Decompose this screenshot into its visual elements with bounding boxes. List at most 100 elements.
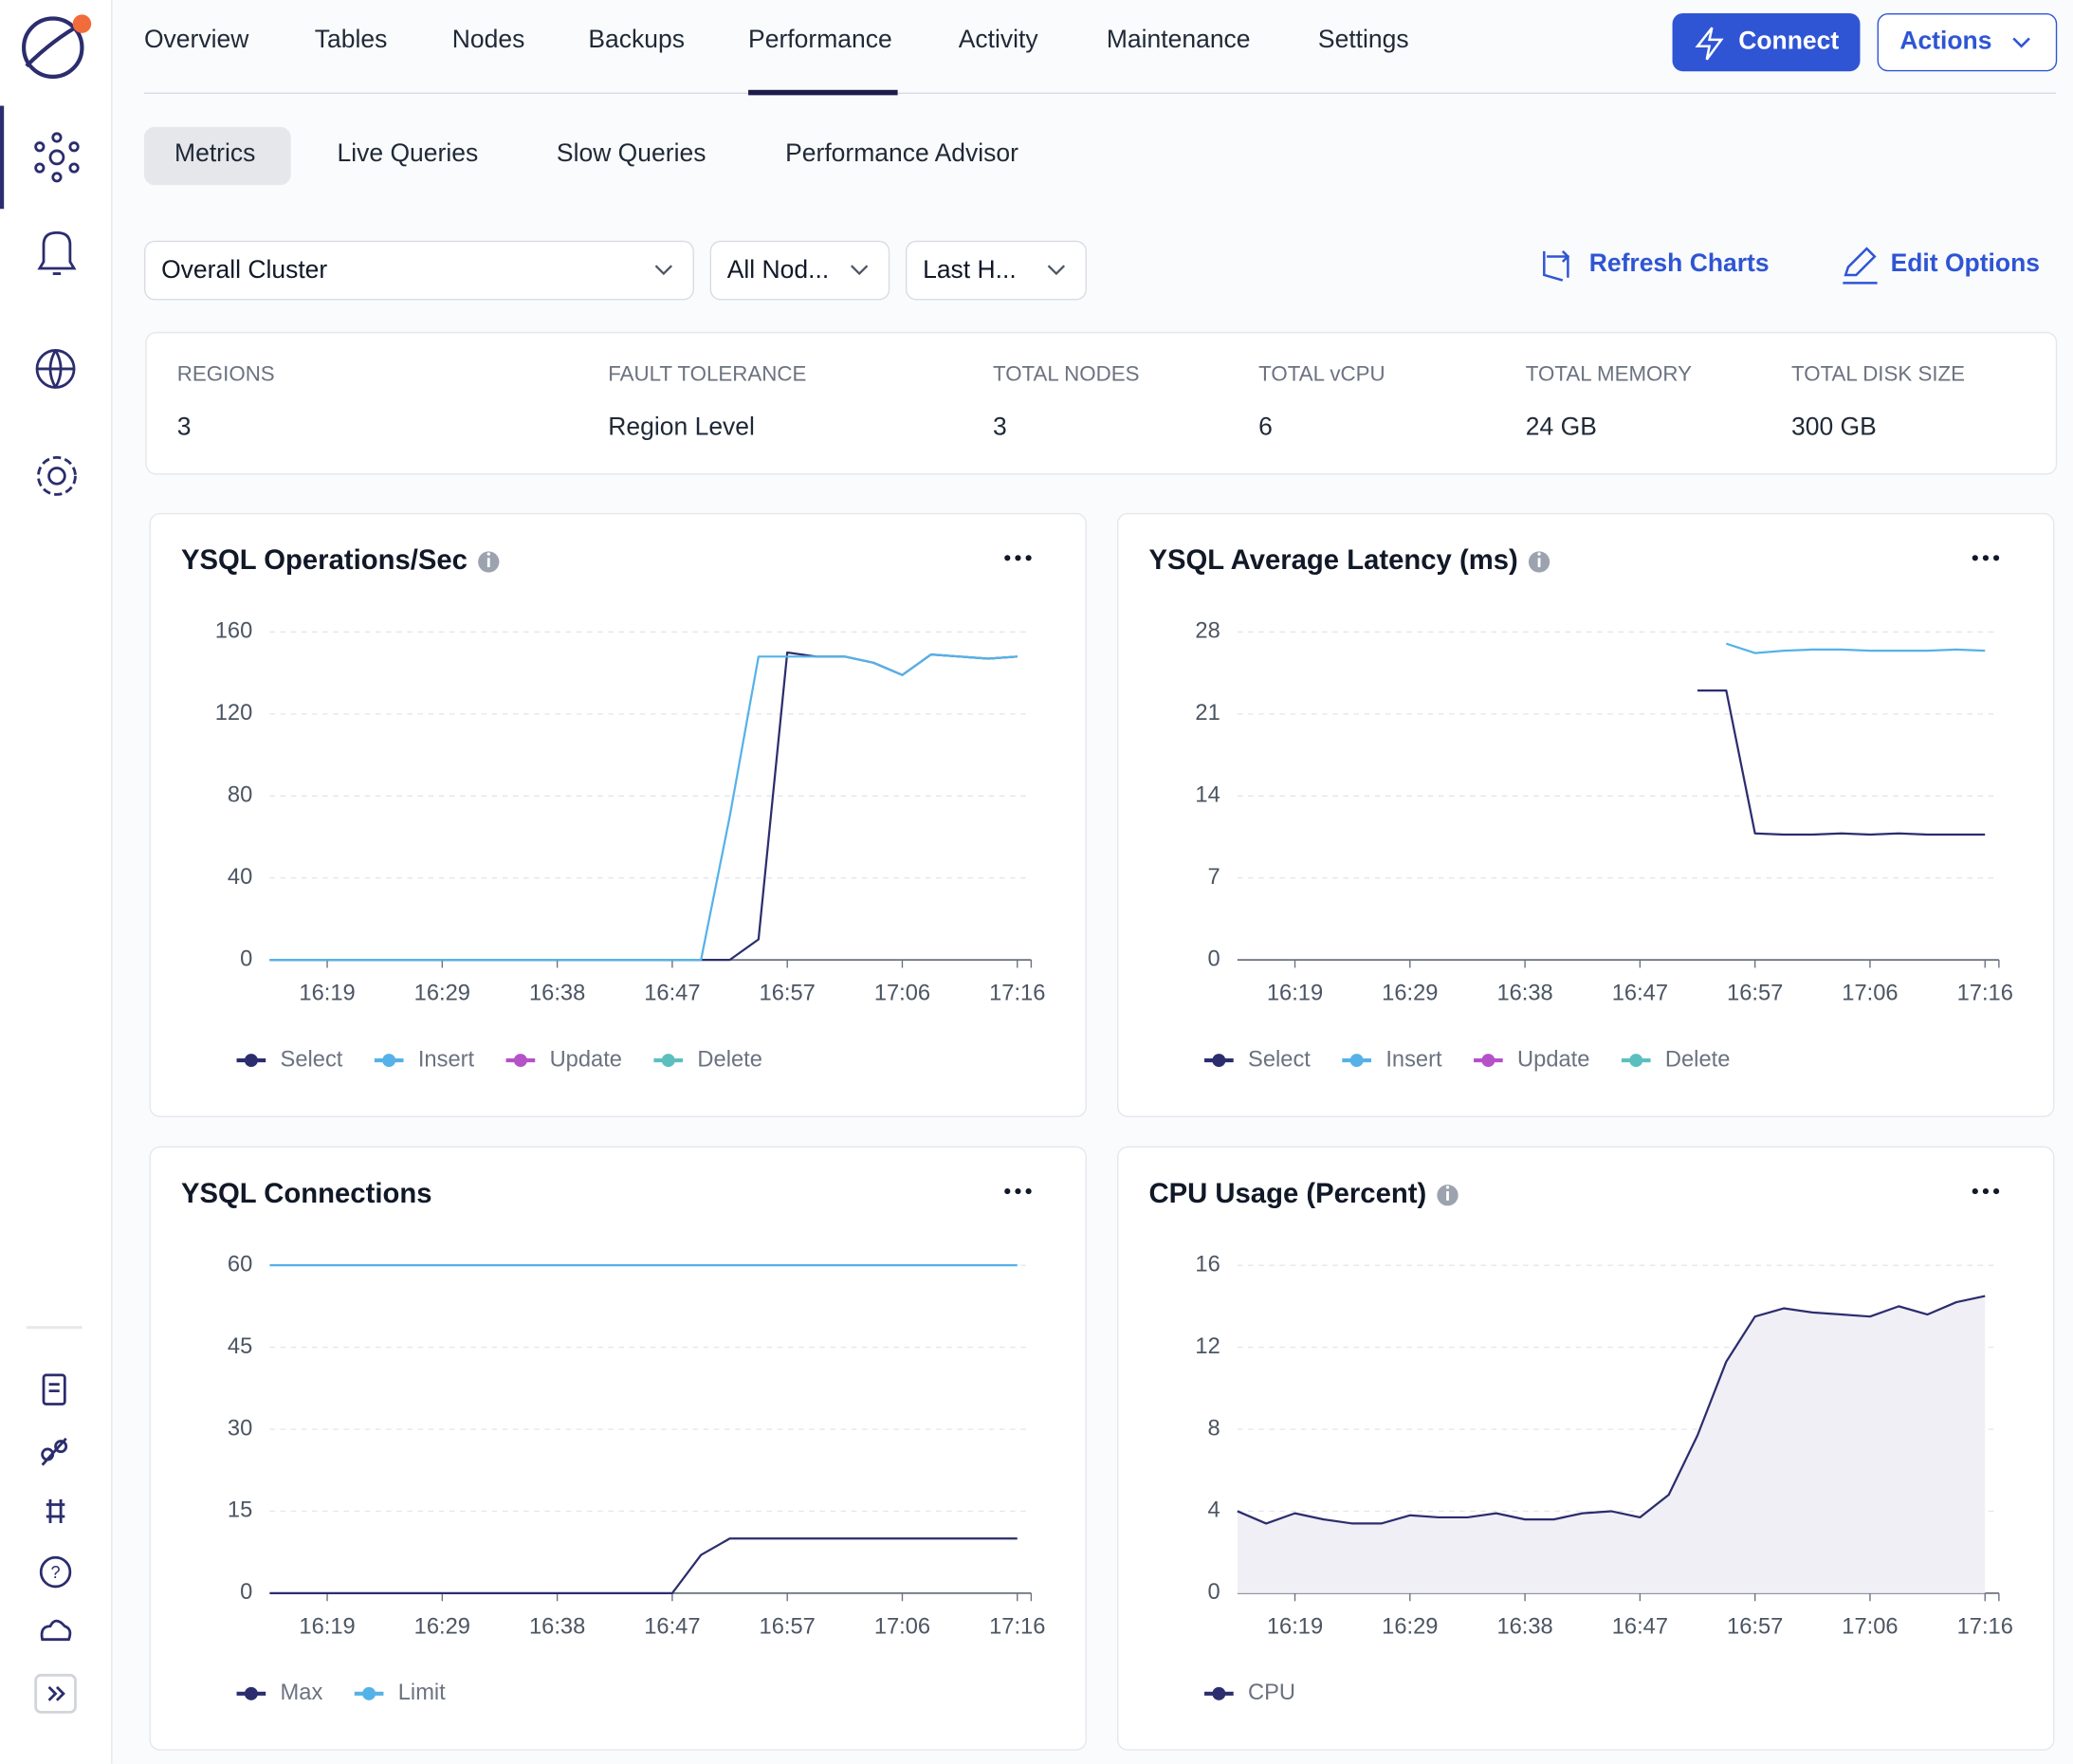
- x-tick-label: 17:16: [989, 1614, 1045, 1639]
- series-line: [269, 1538, 1017, 1593]
- filter-label: Last H...: [923, 256, 1017, 284]
- nav-tab[interactable]: Maintenance: [1107, 27, 1251, 56]
- summary-value: 3: [993, 413, 1007, 443]
- filter-select[interactable]: All Nod...: [710, 241, 890, 301]
- legend-dot: [1212, 1054, 1225, 1067]
- subtab[interactable]: Metrics: [174, 140, 255, 170]
- x-tick-label: 16:29: [1382, 1614, 1438, 1639]
- x-tick-label: 16:29: [1382, 982, 1438, 1006]
- summary-value: 6: [1258, 413, 1273, 443]
- subtab[interactable]: Live Queries: [337, 140, 478, 170]
- summary-value: Region Level: [608, 413, 755, 443]
- series-line: [1697, 690, 1985, 835]
- filter-select[interactable]: Overall Cluster: [144, 241, 694, 301]
- x-tick-label: 17:06: [874, 1614, 930, 1639]
- x-tick-label: 16:29: [414, 982, 470, 1006]
- menu-dot: [1015, 1188, 1020, 1194]
- icon: [2010, 34, 2031, 50]
- nav-divider: [144, 93, 2056, 94]
- icon: [1694, 27, 1725, 61]
- nav-tab[interactable]: Nodes: [452, 27, 525, 56]
- summary-label: TOTAL MEMORY: [1526, 363, 1692, 387]
- svg-text:?: ?: [51, 1563, 61, 1582]
- info-icon-dot: [1446, 1185, 1449, 1188]
- nav-tab[interactable]: Settings: [1318, 27, 1409, 56]
- legend-dot: [245, 1054, 258, 1067]
- filter-label: All Nod...: [727, 256, 829, 284]
- x-tick-label: 17:06: [874, 982, 930, 1006]
- info-icon-bar: [1538, 558, 1541, 567]
- menu-dot: [1004, 1188, 1010, 1194]
- legend-dot: [1212, 1687, 1225, 1700]
- chart: YSQL Operations/Sec0408012016016:1916:29…: [150, 513, 1087, 1117]
- menu-dot: [1972, 1188, 1978, 1194]
- actions-button[interactable]: Actions: [1878, 13, 2058, 71]
- legend-dot: [662, 1054, 675, 1067]
- x-tick-label: 16:29: [414, 1614, 470, 1639]
- legend-dot: [1481, 1054, 1495, 1067]
- series-area: [1238, 1296, 1985, 1593]
- y-tick-label: 60: [228, 1252, 252, 1277]
- y-tick-label: 0: [1208, 946, 1220, 971]
- icon: [653, 261, 674, 280]
- y-tick-label: 80: [228, 783, 252, 808]
- x-tick-label: 16:38: [1496, 982, 1552, 1006]
- connect-button[interactable]: Connect: [1673, 13, 1861, 71]
- button-label: Actions: [1899, 28, 1991, 57]
- x-tick-label: 16:57: [760, 982, 816, 1006]
- y-tick-label: 0: [1208, 1580, 1220, 1605]
- x-tick-label: 16:57: [1727, 982, 1783, 1006]
- x-tick-label: 17:16: [1957, 982, 2013, 1006]
- x-tick-label: 16:47: [644, 1614, 700, 1639]
- x-tick-label: 16:19: [1267, 1614, 1323, 1639]
- chart-card: YSQL Connections01530456016:1916:2916:38…: [150, 1147, 1087, 1751]
- x-tick-label: 16:47: [1612, 1614, 1668, 1639]
- edit-link[interactable]: Edit Options: [1891, 249, 2040, 279]
- menu-dot: [1993, 1188, 1999, 1194]
- legend-label: Max: [281, 1681, 323, 1705]
- summary-label: TOTAL vCPU: [1258, 363, 1385, 387]
- info-icon-bar: [487, 558, 490, 567]
- legend-dot: [1629, 1054, 1642, 1067]
- y-tick-label: 16: [1195, 1252, 1220, 1277]
- nav-tab[interactable]: Activity: [959, 27, 1038, 56]
- summary-label: FAULT TOLERANCE: [608, 363, 806, 387]
- chart-title: CPU Usage (Percent): [1148, 1179, 1426, 1209]
- refresh-link[interactable]: Refresh Charts: [1589, 249, 1770, 279]
- x-tick-label: 17:06: [1842, 982, 1898, 1006]
- x-tick-label: 16:38: [529, 1614, 585, 1639]
- subtab[interactable]: Slow Queries: [557, 140, 706, 170]
- button-label: Connect: [1738, 28, 1839, 57]
- y-tick-label: 21: [1195, 701, 1220, 726]
- chart-card: YSQL Average Latency (ms)0714212816:1916…: [1117, 513, 2054, 1117]
- subtab[interactable]: Performance Advisor: [785, 140, 1018, 170]
- legend-dot: [382, 1054, 395, 1067]
- legend-dot: [514, 1054, 527, 1067]
- menu-dot: [1983, 1188, 1989, 1194]
- x-tick-label: 16:19: [1267, 982, 1323, 1006]
- y-tick-label: 40: [228, 865, 252, 890]
- nav-tab[interactable]: Tables: [315, 27, 388, 56]
- y-tick-label: 28: [1195, 619, 1220, 644]
- x-tick-label: 16:38: [1496, 1614, 1552, 1639]
- nav-tab[interactable]: Backups: [588, 27, 685, 56]
- chart: CPU Usage (Percent)048121616:1916:2916:3…: [1117, 1147, 2054, 1751]
- y-tick-label: 45: [228, 1334, 252, 1359]
- chart: YSQL Average Latency (ms)0714212816:1916…: [1117, 513, 2054, 1117]
- legend-dot: [1350, 1054, 1364, 1067]
- x-tick-label: 16:38: [529, 982, 585, 1006]
- menu-dot: [1015, 555, 1020, 560]
- x-tick-label: 16:57: [760, 1614, 816, 1639]
- nav-tab[interactable]: Overview: [144, 27, 248, 56]
- y-tick-label: 0: [240, 1580, 252, 1605]
- nav-tab-active[interactable]: Performance: [748, 27, 892, 56]
- filter-select[interactable]: Last H...: [906, 241, 1087, 301]
- sidebar: ?: [0, 0, 112, 1764]
- filter-label: Overall Cluster: [161, 256, 327, 284]
- icon: [849, 261, 870, 280]
- legend-dot: [362, 1687, 376, 1700]
- y-tick-label: 160: [215, 619, 253, 644]
- legend-label: Insert: [418, 1047, 475, 1072]
- y-tick-label: 120: [215, 701, 253, 726]
